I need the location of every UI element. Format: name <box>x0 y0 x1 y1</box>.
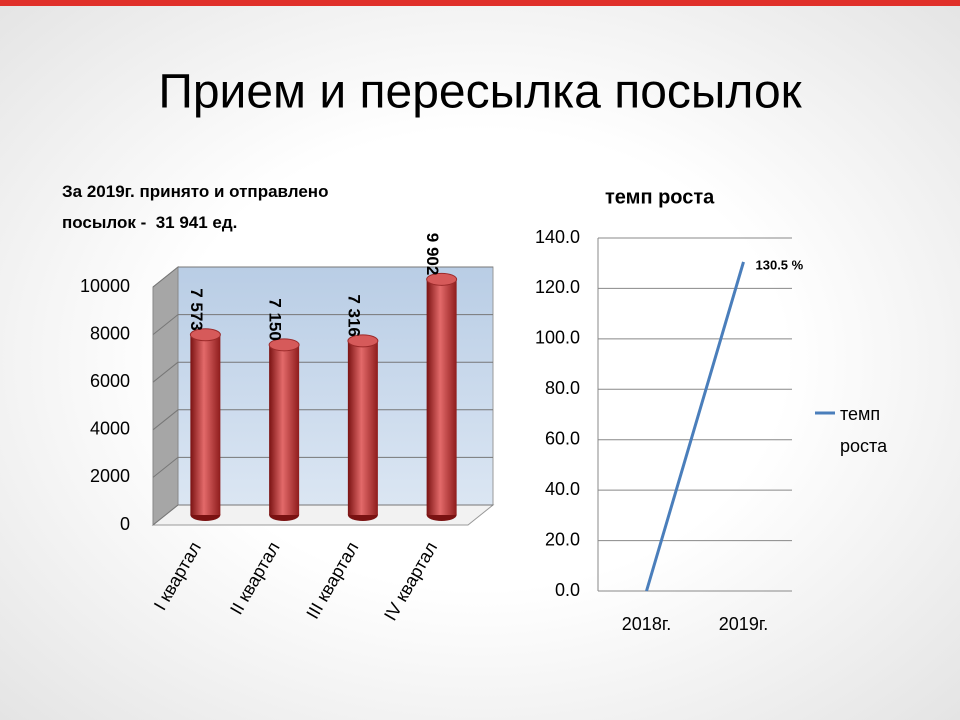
grid-line-side <box>152 266 179 288</box>
bar-body <box>190 334 221 515</box>
y-tick-label: 10000 <box>80 276 130 296</box>
value-label: 7 150 <box>266 298 285 341</box>
y-tick-label: 6000 <box>90 371 130 391</box>
bar <box>189 328 221 521</box>
grid-line-side <box>152 361 179 383</box>
x-tick-label: I квартал <box>150 538 205 613</box>
x-tick-label: III квартал <box>302 538 362 622</box>
line <box>645 261 745 592</box>
bar-top <box>426 272 458 286</box>
value-label: 7 316 <box>344 294 363 337</box>
note: За 2019г. принято и отправлено посылок -… <box>62 182 334 232</box>
y-tick-label: 4000 <box>90 419 130 439</box>
y-tick-label: 60.0 <box>545 428 580 448</box>
value-label: 7 573 <box>187 288 206 331</box>
y-tick-label: 40.0 <box>545 479 580 499</box>
y-tick-label: 0.0 <box>555 580 580 600</box>
grid-line-side <box>152 314 179 335</box>
bar <box>426 272 458 521</box>
grid-line <box>152 266 493 288</box>
y-tick-label: 0 <box>120 514 130 534</box>
y-tick-label: 140.0 <box>535 227 580 247</box>
bar-top <box>347 334 379 348</box>
legend-label: темп роста <box>840 404 888 456</box>
bar-body <box>426 279 457 515</box>
y-tick-label: 80.0 <box>545 378 580 398</box>
bar-top <box>268 338 300 352</box>
y-tick-label: 120.0 <box>535 277 580 297</box>
bar-body <box>269 344 300 515</box>
x-tick-label: 2019г. <box>719 614 768 634</box>
x-tick-label: 2018г. <box>622 614 671 634</box>
chart-title: темп роста <box>605 186 715 208</box>
top-bar <box>0 0 960 6</box>
y-tick-label: 8000 <box>90 323 130 343</box>
x-tick-label: IV квартал <box>380 538 441 624</box>
bar <box>268 338 300 521</box>
bar <box>347 334 379 521</box>
grid-line-side <box>152 457 179 478</box>
bar-body <box>347 340 378 515</box>
y-tick-label: 20.0 <box>545 529 580 549</box>
value-label: 9 902 <box>423 233 442 276</box>
y-tick-label: 2000 <box>90 466 130 486</box>
side-wall <box>152 265 179 527</box>
grid-line-side <box>152 409 179 431</box>
value-label: 130.5 % <box>756 257 804 272</box>
y-tick-label: 100.0 <box>535 328 580 348</box>
slide-title: Прием и пересылка посылок <box>158 66 802 119</box>
grid-line-side <box>152 504 179 526</box>
bar-top <box>189 328 221 342</box>
x-tick-label: II квартал <box>226 538 284 618</box>
